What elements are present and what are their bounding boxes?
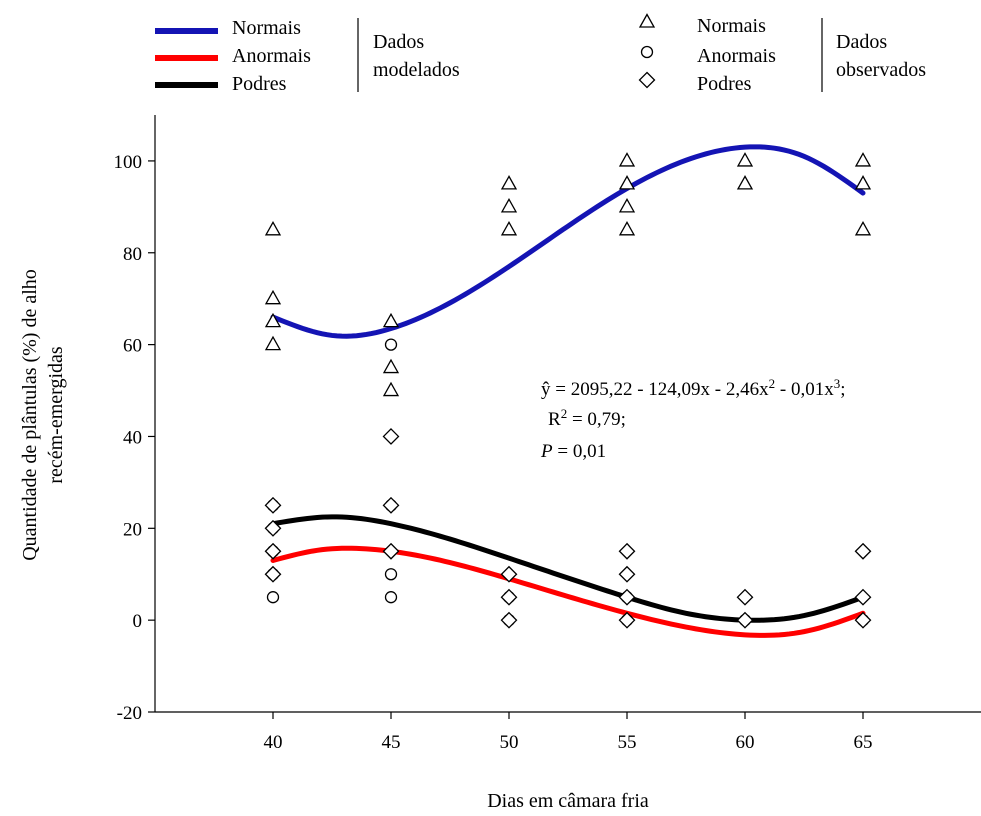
x-tick-label: 65: [854, 732, 873, 753]
legend-group-modeled-line1: Dados: [373, 31, 424, 53]
point-podres: [500, 588, 518, 606]
legend-observed-label-normais: Normais: [697, 15, 766, 37]
point-normais: [264, 289, 282, 305]
equation-mid: - 0,01x: [775, 379, 834, 400]
point-normais: [382, 312, 400, 328]
equation-sup1: 2: [769, 376, 776, 391]
point-podres: [618, 565, 636, 583]
point-podres: [264, 565, 282, 583]
fit-curve-podres: [270, 514, 866, 623]
x-tick-label: 50: [500, 732, 519, 753]
y-tick-label: -20: [117, 703, 142, 724]
y-ticks: -20 0 20 40 60 80 100: [114, 152, 155, 724]
point-podres: [618, 542, 636, 560]
x-tick-label: 40: [264, 732, 283, 753]
p-value: = 0,01: [553, 441, 606, 462]
point-normais: [618, 198, 636, 213]
fitted-curves: [270, 144, 866, 638]
r2-sup: 2: [561, 406, 568, 421]
point-podres: [854, 588, 872, 606]
r2-prefix: R: [548, 409, 561, 430]
point-anormais: [384, 591, 398, 604]
r2-value: = 0,79;: [567, 409, 626, 430]
legend-label-podres: Podres: [232, 73, 287, 95]
observed-markers: [264, 152, 872, 629]
point-podres: [854, 611, 872, 629]
point-podres: [736, 588, 754, 606]
point-normais: [382, 358, 400, 374]
point-podres: [500, 611, 518, 629]
legend-observed-label-podres: Podres: [697, 73, 752, 95]
point-normais: [500, 175, 518, 190]
y-tick-label: 40: [123, 427, 142, 448]
equation-main: ŷ = 2095,22 - 124,09x - 2,46x: [541, 379, 769, 400]
fit-curve-anormais: [270, 545, 866, 638]
point-podres: [500, 565, 518, 583]
point-podres: [264, 542, 282, 560]
y-tick-label: 80: [123, 244, 142, 265]
x-tick-label: 45: [382, 732, 401, 753]
legend-marker-diamond-icon: [638, 71, 656, 89]
point-normais: [854, 152, 872, 167]
point-normais: [500, 198, 518, 213]
point-normais: [736, 152, 754, 167]
x-tick-label: 60: [736, 732, 755, 753]
point-podres: [736, 611, 754, 629]
fit-curve-normais: [270, 144, 866, 339]
r2-line: R2 = 0,79;: [548, 406, 626, 431]
y-tick-label: 100: [114, 152, 143, 173]
y-tick-label: 60: [123, 336, 142, 357]
point-podres: [382, 428, 400, 445]
legend-observed: Normais Anormais Podres Dados observados: [638, 13, 926, 95]
x-axis-label: Dias em câmara fria: [487, 790, 649, 812]
point-normais: [618, 175, 636, 190]
y-axis-label-line1: Quantidade de plântulas (%) de alho: [19, 269, 41, 561]
point-normais: [618, 220, 636, 236]
legend-group-observed-line1: Dados: [836, 31, 887, 53]
p-line: P = 0,01: [540, 441, 606, 462]
legend-group-modeled-line2: modelados: [373, 59, 460, 81]
point-anormais: [384, 338, 398, 351]
y-tick-label: 20: [123, 519, 142, 540]
p-letter: P: [540, 441, 553, 462]
legend-marker-diamond-icon: [638, 71, 656, 89]
legend-marker-circle-icon: [640, 45, 654, 59]
point-normais: [264, 312, 282, 328]
legend-group-observed-line2: observados: [836, 59, 926, 81]
point-podres: [854, 542, 872, 560]
legend-marker-triangle-icon: [638, 13, 656, 28]
equation-sup2: 3: [834, 376, 841, 391]
legend-label-normais: Normais: [232, 17, 301, 39]
point-normais: [264, 220, 282, 236]
point-normais: [264, 335, 282, 351]
point-podres: [264, 496, 282, 514]
point-podres: [618, 611, 636, 629]
equation-annotation: ŷ = 2095,22 - 124,09x - 2,46x2 - 0,01x3;…: [540, 376, 845, 463]
point-normais: [382, 381, 400, 397]
point-anormais: [266, 591, 280, 604]
equation-end: ;: [840, 379, 845, 400]
point-podres: [618, 588, 636, 606]
legend-marker-circle-icon: [640, 45, 654, 59]
x-tick-label: 55: [618, 732, 637, 753]
point-normais: [618, 152, 636, 167]
point-podres: [382, 542, 400, 560]
y-tick-label: 0: [133, 611, 143, 632]
point-podres: [382, 496, 400, 514]
y-axis-label-line2: recém-emergidas: [45, 346, 67, 484]
point-anormais: [384, 568, 398, 581]
legend-marker-triangle-icon: [638, 13, 656, 28]
point-normais: [854, 175, 872, 190]
legend-label-anormais: Anormais: [232, 45, 311, 67]
point-normais: [500, 220, 518, 236]
legend-modeled: Normais Anormais Podres Dados modelados: [155, 17, 460, 95]
point-podres: [264, 519, 282, 537]
point-normais: [854, 220, 872, 236]
point-normais: [736, 175, 754, 190]
x-ticks: 40 45 50 55 60 65: [264, 712, 873, 753]
legend-observed-label-anormais: Anormais: [697, 45, 776, 67]
equation-line: ŷ = 2095,22 - 124,09x - 2,46x2 - 0,01x3;: [541, 376, 845, 401]
